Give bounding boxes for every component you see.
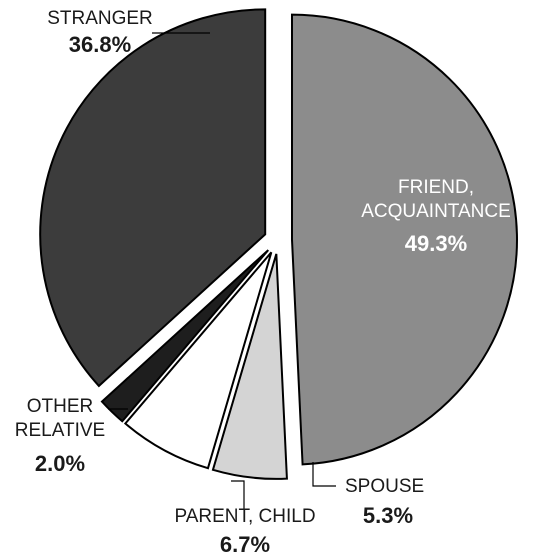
slice-label-spouse: SPOUSE	[345, 476, 424, 497]
pie-slice-other-relative	[100, 249, 270, 423]
slice-value-spouse: 5.3%	[363, 503, 413, 528]
slice-value-friend-acquaintance: 49.3%	[405, 231, 467, 256]
pie-slice-friend-acquaintance	[290, 13, 518, 466]
slice-label-other-relative-line-2: RELATIVE	[15, 420, 105, 441]
slice-label-stranger: STRANGER	[47, 8, 153, 29]
pie-slice-parent-child	[123, 251, 273, 470]
pie-slice-spouse	[211, 253, 288, 480]
leader-parent-child	[231, 480, 245, 510]
slice-value-other-relative: 2.0%	[35, 451, 85, 476]
slice-label-friend-acquaintance-line-1: FRIEND,	[398, 177, 474, 198]
slice-label-parent-child: PARENT, CHILD	[174, 506, 315, 527]
pie-slice-stranger	[39, 8, 267, 388]
slice-value-parent-child: 6.7%	[220, 532, 270, 555]
leader-spouse	[312, 462, 336, 487]
slice-label-friend-acquaintance-line-2: ACQUAINTANCE	[361, 201, 511, 222]
slice-label-other-relative-line-1: OTHER	[27, 396, 94, 417]
slice-value-stranger: 36.8%	[69, 32, 131, 57]
